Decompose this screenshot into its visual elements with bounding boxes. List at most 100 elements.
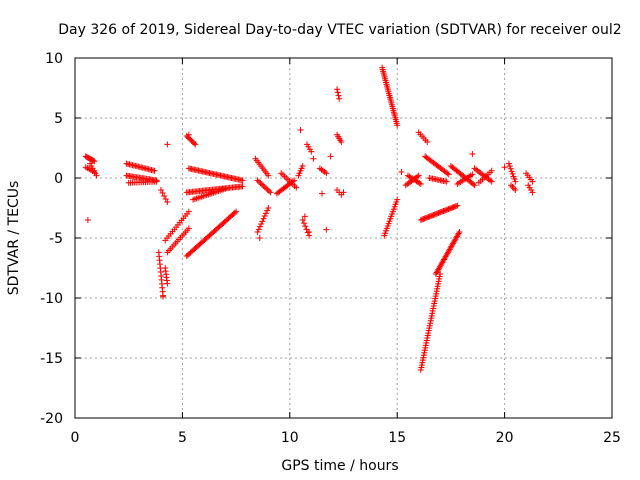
y-tick-label: 10: [45, 51, 63, 67]
data-point: [91, 158, 98, 165]
data-point: [231, 209, 238, 216]
data-point: [90, 157, 97, 164]
y-tick-label: -10: [40, 291, 63, 307]
data-point: [164, 199, 171, 205]
data-point: [323, 226, 330, 233]
data-point: [299, 217, 306, 223]
data-point: [164, 141, 171, 148]
data-point: [445, 171, 452, 178]
data-point: [299, 163, 306, 169]
data-point: [258, 221, 265, 227]
y-tick-label: -15: [40, 351, 63, 367]
data-point: [469, 171, 476, 178]
x-tick-label: 15: [388, 430, 406, 446]
data-point: [505, 160, 512, 167]
data-point: [444, 170, 451, 177]
chart-title: Day 326 of 2019, Sidereal Day-to-day VTE…: [58, 22, 621, 38]
data-point: [512, 187, 519, 193]
data-point: [185, 131, 192, 138]
data-point: [417, 181, 424, 187]
data-point: [262, 210, 269, 217]
data-point: [254, 177, 261, 184]
data-point: [529, 189, 536, 196]
y-tick-label: 0: [54, 171, 63, 187]
data-point: [334, 89, 341, 96]
data-point: [488, 167, 495, 174]
data-point: [336, 95, 343, 102]
data-point: [256, 223, 263, 230]
y-tick-label: -5: [49, 231, 63, 247]
data-point: [260, 182, 267, 189]
data-point: [257, 180, 264, 187]
x-tick-label: 0: [71, 430, 80, 446]
data-point: [512, 178, 519, 185]
data-point: [508, 168, 515, 175]
data-point: [239, 183, 246, 190]
data-point: [260, 215, 267, 222]
data-point: [160, 293, 167, 300]
data-point: [323, 170, 330, 177]
data-point: [153, 178, 160, 185]
data-point: [394, 122, 401, 129]
data-point: [151, 167, 158, 174]
data-point: [258, 181, 265, 188]
data-point: [261, 213, 268, 219]
data-point: [507, 165, 514, 172]
data-point: [398, 169, 405, 175]
data-point: [164, 280, 171, 287]
data-point: [510, 173, 517, 180]
data-point: [300, 220, 307, 227]
data-point: [261, 184, 268, 191]
x-tick-labels: 0 5 10 15 20 25: [71, 430, 621, 446]
data-point: [338, 139, 345, 145]
data-point: [303, 226, 310, 233]
data-point: [185, 225, 192, 232]
data-point: [424, 139, 431, 145]
data-point: [334, 86, 341, 93]
data-point: [340, 189, 347, 196]
data-point: [416, 180, 423, 187]
x-axis-label: GPS time / hours: [281, 458, 398, 474]
data-point: [263, 185, 270, 192]
data-point: [93, 172, 100, 179]
data-point: [469, 151, 476, 157]
data-point: [233, 208, 240, 215]
data-point: [509, 170, 516, 177]
data-point: [506, 163, 513, 170]
data-point: [529, 178, 536, 185]
data-point: [443, 178, 450, 185]
data-point: [254, 229, 261, 235]
y-tick-label: -20: [40, 411, 63, 427]
data-point: [222, 185, 229, 192]
data-point: [256, 235, 263, 241]
data-point: [454, 202, 461, 209]
x-tick-label: 20: [496, 430, 514, 446]
data-point: [266, 188, 273, 195]
data-point: [456, 229, 463, 235]
data-point: [319, 190, 326, 197]
data-point: [84, 217, 91, 223]
data-point: [192, 141, 199, 148]
data-point: [265, 205, 272, 211]
data-point: [256, 178, 263, 185]
y-axis-label: SDTVAR / TECUs: [6, 181, 22, 296]
y-tick-labels: -20 -15 -10 -5 0 5 10: [40, 51, 63, 427]
data-point: [488, 178, 495, 185]
data-point: [501, 164, 508, 171]
data-point: [471, 182, 478, 189]
data-point: [293, 184, 300, 191]
data-point: [415, 172, 422, 179]
x-tick-label: 10: [281, 430, 299, 446]
data-point: [264, 186, 271, 193]
data-point: [267, 189, 274, 196]
data-point: [265, 172, 272, 179]
data-point: [185, 208, 192, 215]
data-point: [301, 213, 308, 220]
data-point: [335, 92, 342, 99]
data-point: [414, 173, 421, 180]
data-point: [255, 226, 262, 233]
data-point: [470, 181, 477, 188]
x-tick-label: 25: [603, 430, 621, 446]
y-tick-label: 5: [54, 111, 63, 127]
data-point: [511, 176, 518, 183]
